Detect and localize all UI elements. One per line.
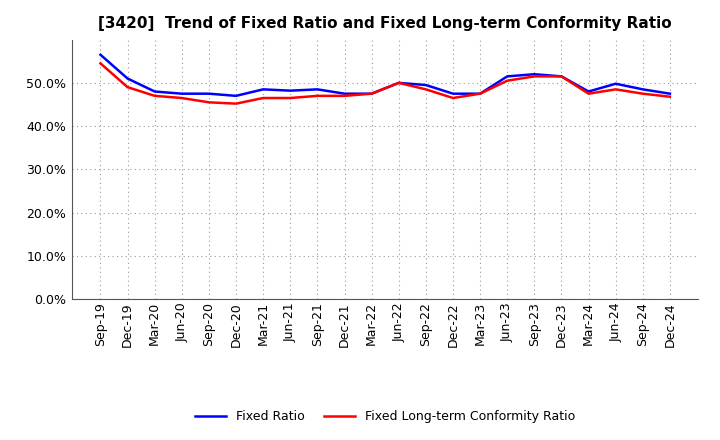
Fixed Ratio [367,91,376,96]
Fixed Long-term Conformity Ratio [530,74,539,79]
Fixed Long-term Conformity Ratio [150,93,159,99]
Fixed Long-term Conformity Ratio [178,95,186,101]
Title: [3420]  Trend of Fixed Ratio and Fixed Long-term Conformity Ratio: [3420] Trend of Fixed Ratio and Fixed Lo… [99,16,672,32]
Fixed Ratio [611,81,620,86]
Fixed Ratio [313,87,322,92]
Fixed Long-term Conformity Ratio [421,87,430,92]
Fixed Long-term Conformity Ratio [341,93,349,99]
Legend: Fixed Ratio, Fixed Long-term Conformity Ratio: Fixed Ratio, Fixed Long-term Conformity … [190,405,580,428]
Fixed Ratio [449,91,457,96]
Fixed Long-term Conformity Ratio [232,101,240,106]
Fixed Long-term Conformity Ratio [557,74,566,79]
Fixed Long-term Conformity Ratio [313,93,322,99]
Fixed Ratio [557,74,566,79]
Fixed Ratio [639,87,647,92]
Fixed Long-term Conformity Ratio [611,87,620,92]
Fixed Ratio [476,91,485,96]
Fixed Long-term Conformity Ratio [665,94,674,99]
Line: Fixed Ratio: Fixed Ratio [101,55,670,96]
Fixed Ratio [530,72,539,77]
Fixed Ratio [259,87,268,92]
Fixed Ratio [123,76,132,81]
Fixed Ratio [96,52,105,57]
Fixed Long-term Conformity Ratio [123,84,132,90]
Fixed Ratio [341,91,349,96]
Fixed Ratio [665,91,674,96]
Fixed Ratio [150,89,159,94]
Fixed Long-term Conformity Ratio [639,91,647,96]
Fixed Ratio [395,80,403,85]
Fixed Long-term Conformity Ratio [286,95,294,101]
Fixed Ratio [232,93,240,99]
Fixed Long-term Conformity Ratio [204,100,213,105]
Fixed Long-term Conformity Ratio [96,61,105,66]
Fixed Ratio [204,91,213,96]
Fixed Long-term Conformity Ratio [476,91,485,96]
Fixed Ratio [421,82,430,88]
Fixed Long-term Conformity Ratio [395,80,403,85]
Fixed Long-term Conformity Ratio [367,91,376,96]
Fixed Ratio [503,74,511,79]
Fixed Long-term Conformity Ratio [503,78,511,83]
Fixed Long-term Conformity Ratio [259,95,268,101]
Fixed Ratio [178,91,186,96]
Fixed Long-term Conformity Ratio [584,91,593,96]
Fixed Long-term Conformity Ratio [449,95,457,101]
Fixed Ratio [286,88,294,93]
Fixed Ratio [584,89,593,94]
Line: Fixed Long-term Conformity Ratio: Fixed Long-term Conformity Ratio [101,63,670,104]
